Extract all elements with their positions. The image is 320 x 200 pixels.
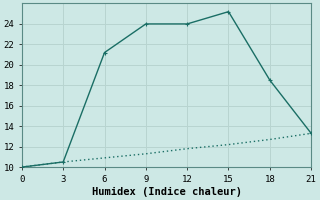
X-axis label: Humidex (Indice chaleur): Humidex (Indice chaleur) xyxy=(92,186,242,197)
